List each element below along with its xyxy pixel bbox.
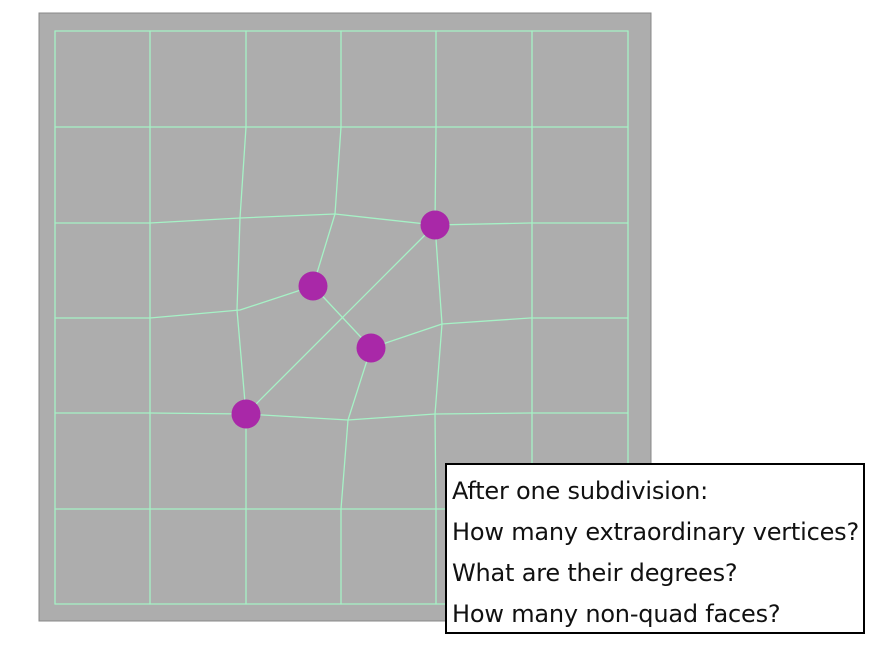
- extraordinary-vertices: [231, 210, 450, 429]
- mesh-edge-col-2: [236, 30, 247, 605]
- question-line-non-quad-faces: How many non-quad faces?: [452, 600, 781, 628]
- mesh-edge-row-3b: [370, 317, 629, 349]
- mesh-edge-col-3a: [312, 30, 342, 287]
- question-box: After one subdivision: How many extraord…: [445, 463, 865, 634]
- mesh-edge-col-4: [434, 30, 443, 605]
- mesh-edge-row-3: [54, 285, 314, 319]
- question-line-degrees: What are their degrees?: [452, 559, 738, 587]
- extraordinary-vertex-marker: [231, 399, 261, 429]
- mesh-edge-diagonal: [245, 224, 436, 415]
- mesh-edge-col-3b: [340, 347, 372, 605]
- extraordinary-vertex-marker: [420, 210, 450, 240]
- question-line-subdivision: After one subdivision:: [452, 477, 709, 505]
- extraordinary-vertex-marker: [298, 271, 328, 301]
- question-line-vertex-count: How many extraordinary vertices?: [452, 518, 860, 546]
- extraordinary-vertex-marker: [356, 333, 386, 363]
